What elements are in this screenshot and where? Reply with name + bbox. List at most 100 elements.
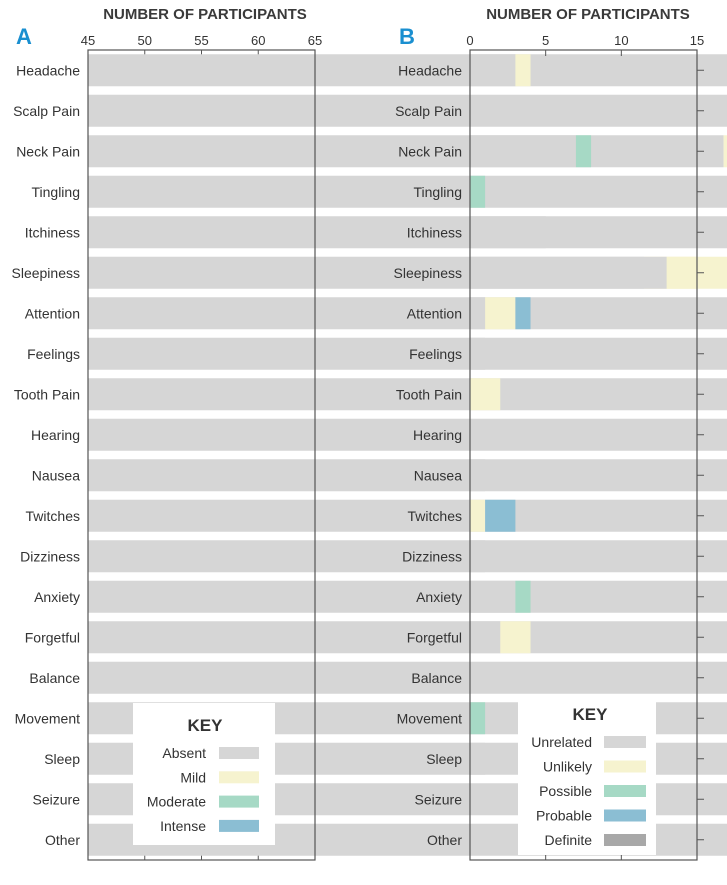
x-tick-label: 15 — [690, 33, 704, 48]
category-label: Anxiety — [34, 589, 80, 605]
category-label: Attention — [25, 305, 80, 321]
category-label: Itchiness — [407, 224, 462, 240]
category-label: Balance — [411, 670, 462, 686]
x-tick-label: 65 — [308, 33, 322, 48]
legend: KEY Absent Mild Moderate Intense — [133, 703, 275, 845]
bar-unrelated — [470, 297, 485, 329]
category-label: Forgetful — [407, 629, 462, 645]
x-tick-label: 10 — [614, 33, 628, 48]
legend-label: Definite — [545, 832, 593, 848]
category-label: Nausea — [32, 467, 80, 483]
category-label: Dizziness — [20, 548, 80, 564]
legend-swatch-mild — [219, 771, 259, 783]
legend-label: Absent — [162, 745, 206, 761]
category-label: Dizziness — [402, 548, 462, 564]
category-label: Twitches — [26, 508, 80, 524]
x-tick-label: 55 — [194, 33, 208, 48]
bar-unrelated — [470, 581, 515, 613]
category-label: Sleep — [44, 751, 80, 767]
legend-swatch-possible — [604, 785, 646, 797]
legend-label: Unrelated — [531, 734, 592, 750]
axis-title: NUMBER OF PARTICIPANTS — [486, 6, 690, 23]
bar-probable — [485, 500, 515, 532]
category-label: Movement — [15, 710, 80, 726]
bar-unlikely — [470, 378, 500, 410]
bar-unrelated — [470, 621, 500, 653]
bar-unrelated — [470, 459, 485, 491]
category-label: Tooth Pain — [14, 386, 80, 402]
x-tick-label: 45 — [81, 33, 95, 48]
category-label: Other — [427, 832, 462, 848]
category-label: Forgetful — [25, 629, 80, 645]
legend: KEYUnrelatedUnlikelyPossibleProbableDefi… — [518, 700, 656, 855]
legend-swatch-probable — [604, 810, 646, 822]
bar-absent — [88, 459, 727, 491]
category-label: Balance — [29, 670, 80, 686]
legend-swatch-intense — [219, 820, 259, 832]
legend-swatch-unrelated — [604, 736, 646, 748]
category-label: Itchiness — [25, 224, 80, 240]
category-label: Movement — [397, 710, 462, 726]
bar-unrelated — [470, 540, 485, 572]
category-label: Headache — [398, 62, 462, 78]
bar-unlikely — [500, 621, 530, 653]
bar-unlikely — [667, 257, 697, 289]
category-label: Attention — [407, 305, 462, 321]
category-label: Scalp Pain — [395, 103, 462, 119]
bar-mild — [724, 135, 727, 167]
bar-possible — [470, 702, 485, 734]
bar-unrelated — [470, 135, 576, 167]
x-tick-label: 60 — [251, 33, 265, 48]
legend-swatch-unlikely — [604, 761, 646, 773]
category-label: Tingling — [31, 184, 80, 200]
bar-unrelated — [470, 338, 485, 370]
legend-swatch-moderate — [219, 796, 259, 808]
category-label: Seizure — [415, 791, 463, 807]
x-tick-label: 0 — [466, 33, 473, 48]
bar-absent — [88, 662, 727, 694]
bar-possible — [576, 135, 591, 167]
category-label: Twitches — [408, 508, 462, 524]
category-label: Neck Pain — [16, 143, 80, 159]
category-label: Sleepiness — [12, 265, 81, 281]
category-label: Other — [45, 832, 80, 848]
category-label: Hearing — [31, 427, 80, 443]
bar-unlikely — [470, 500, 485, 532]
bar-unlikely — [485, 297, 515, 329]
legend-label: Possible — [539, 783, 592, 799]
legend-swatch-absent — [219, 747, 259, 759]
legend-label: Mild — [180, 769, 206, 785]
x-tick-label: 50 — [138, 33, 152, 48]
bar-possible — [515, 581, 530, 613]
bar-unrelated — [470, 54, 515, 86]
bar-unrelated — [470, 257, 667, 289]
legend-label: Intense — [160, 818, 206, 834]
category-label: Headache — [16, 62, 80, 78]
legend-label: Unlikely — [543, 759, 592, 775]
category-label: Sleepiness — [394, 265, 463, 281]
x-tick-label: 5 — [542, 33, 549, 48]
category-label: Nausea — [414, 467, 462, 483]
panel-letter: A — [16, 24, 32, 49]
legend-title: KEY — [188, 716, 224, 735]
category-label: Neck Pain — [398, 143, 462, 159]
bar-possible — [470, 176, 485, 208]
bar-unrelated — [470, 743, 485, 775]
category-label: Tooth Pain — [396, 386, 462, 402]
category-label: Sleep — [426, 751, 462, 767]
bar-absent — [88, 419, 727, 451]
bar-unlikely — [515, 54, 530, 86]
bar-unrelated — [470, 216, 546, 248]
category-label: Hearing — [413, 427, 462, 443]
bar-absent — [88, 581, 727, 613]
axis-title: NUMBER OF PARTICIPANTS — [103, 6, 307, 23]
category-label: Scalp Pain — [13, 103, 80, 119]
category-label: Feelings — [409, 346, 462, 362]
category-label: Seizure — [33, 791, 81, 807]
category-label: Tingling — [413, 184, 462, 200]
legend-label: Moderate — [147, 794, 206, 810]
category-label: Feelings — [27, 346, 80, 362]
bar-probable — [515, 297, 530, 329]
